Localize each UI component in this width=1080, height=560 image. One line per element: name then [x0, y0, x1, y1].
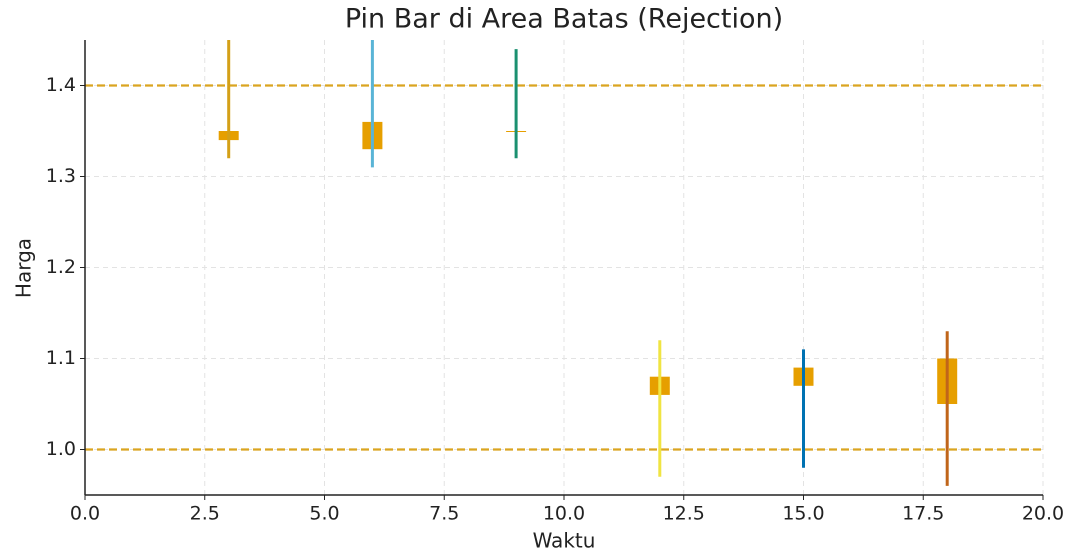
y-axis-label: Harga	[12, 238, 36, 298]
y-tick-label: 1.2	[46, 256, 76, 278]
chart-title: Pin Bar di Area Batas (Rejection)	[345, 4, 783, 35]
x-tick-label: 15.0	[782, 503, 824, 525]
x-tick-label: 7.5	[429, 503, 459, 525]
x-axis-label: Waktu	[533, 529, 596, 553]
x-tick-label: 20.0	[1022, 503, 1064, 525]
x-tick-label: 0.0	[70, 503, 100, 525]
x-tick-label: 5.0	[309, 503, 339, 525]
y-tick-label: 1.0	[46, 438, 76, 460]
x-tick-label: 2.5	[190, 503, 220, 525]
x-tick-label: 12.5	[663, 503, 705, 525]
x-tick-label: 10.0	[543, 503, 585, 525]
x-tick-label: 17.5	[902, 503, 944, 525]
y-tick-label: 1.3	[46, 165, 76, 187]
y-tick-label: 1.4	[46, 74, 76, 96]
y-tick-label: 1.1	[46, 347, 76, 369]
